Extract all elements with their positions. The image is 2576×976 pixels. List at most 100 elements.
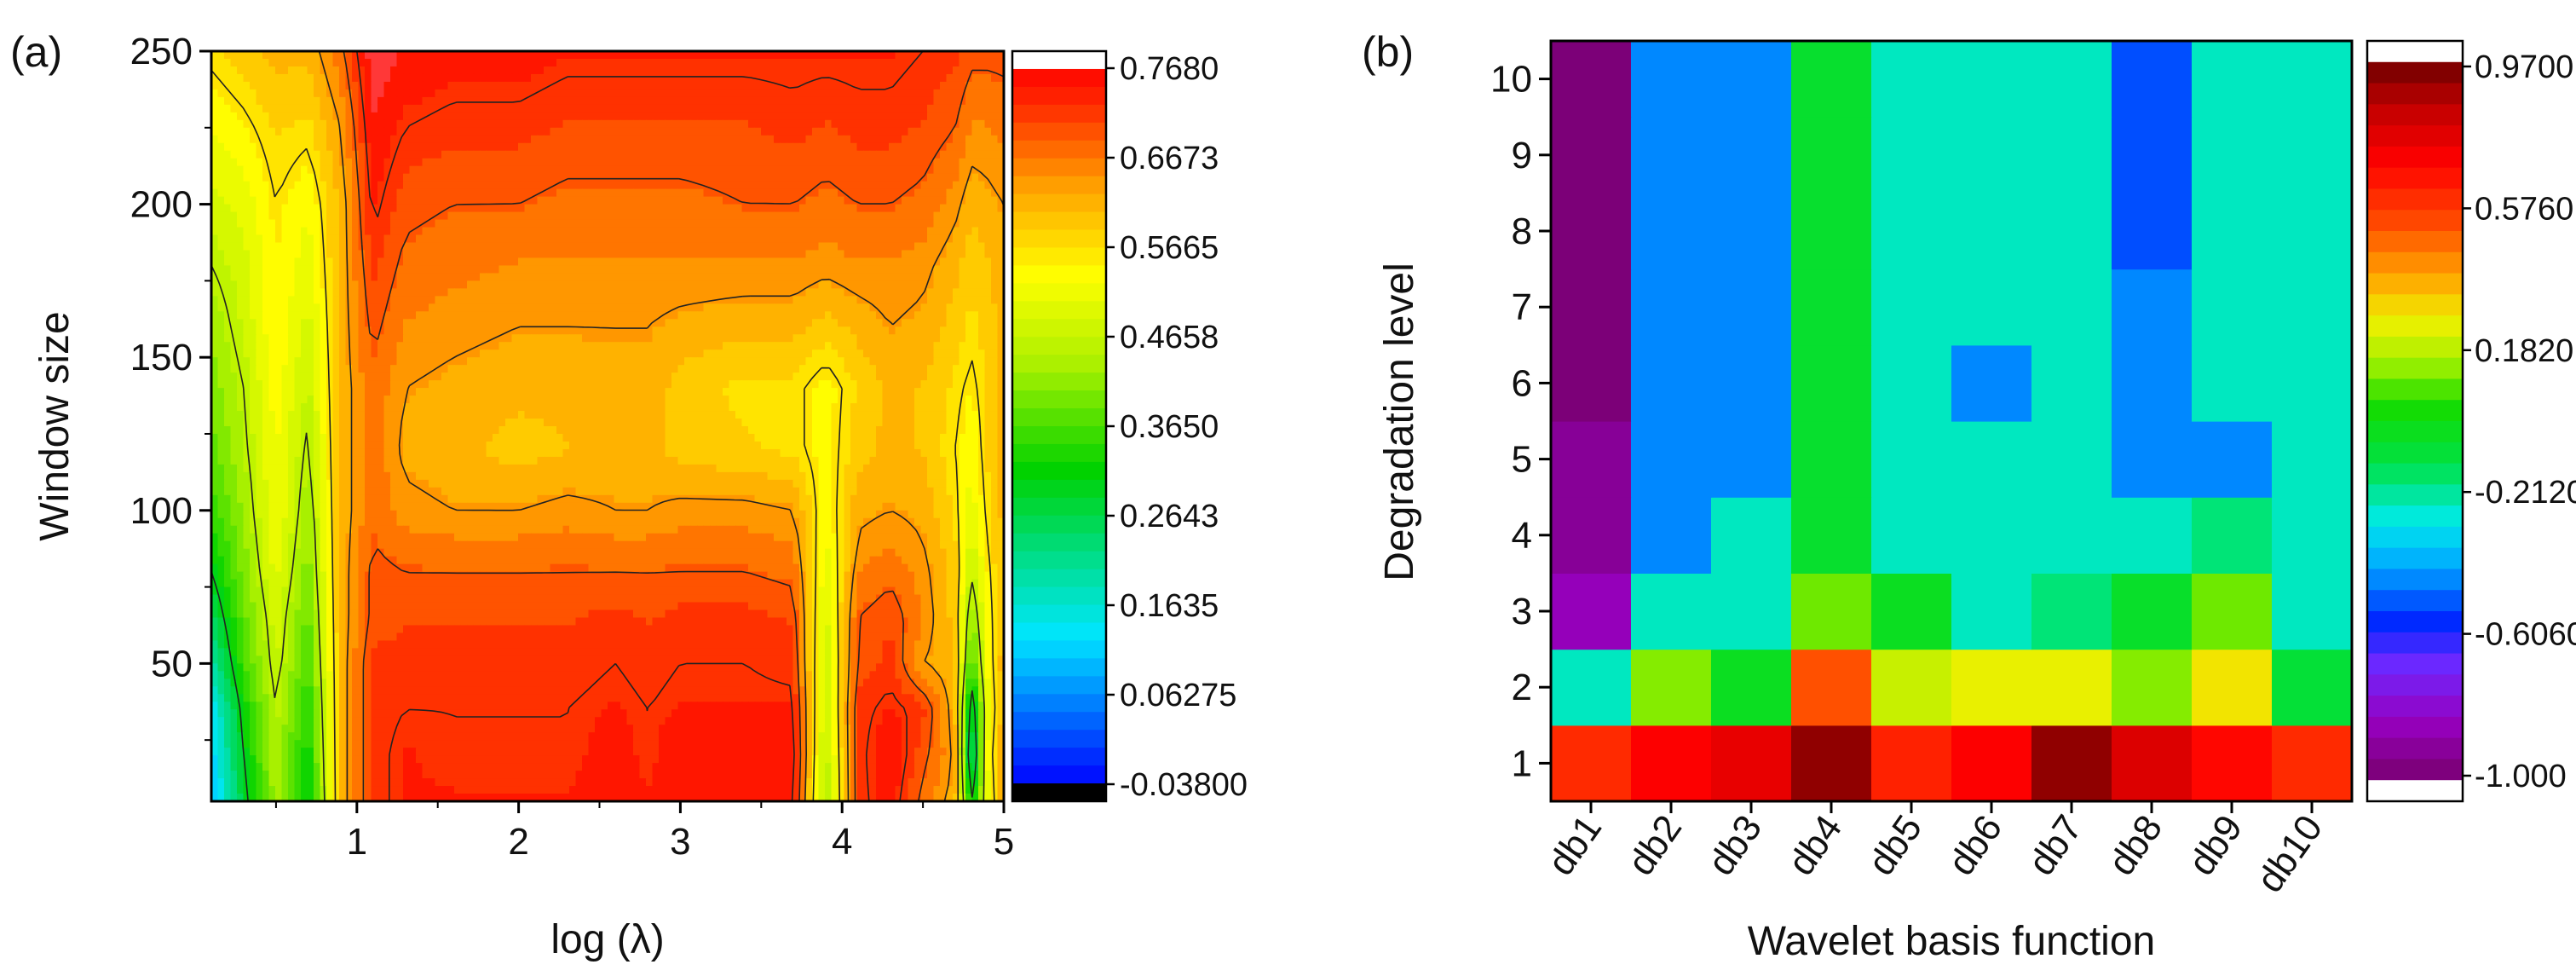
contour-cell — [984, 150, 992, 159]
contour-cell — [281, 288, 289, 297]
contour-cell — [416, 196, 424, 205]
contour-cell — [250, 219, 257, 228]
contour-cell — [250, 181, 257, 190]
contour-cell — [876, 104, 884, 113]
contour-cell — [953, 181, 960, 190]
contour-cell — [997, 135, 1004, 144]
contour-cell — [345, 280, 353, 290]
contour-cell — [940, 104, 948, 113]
contour-cell — [902, 250, 909, 259]
contour-cell — [371, 250, 378, 259]
contour-cell — [390, 319, 398, 327]
contour-cell — [838, 242, 845, 251]
contour-cell — [250, 204, 257, 213]
contour-cell — [869, 319, 877, 327]
contour-cell — [838, 250, 845, 259]
contour-cell — [505, 211, 513, 221]
contour-cell — [550, 173, 557, 182]
contour-cell — [761, 96, 769, 106]
contour-cell — [454, 51, 462, 60]
contour-cell — [595, 311, 602, 320]
contour-cell — [339, 96, 347, 106]
contour-cell — [684, 89, 692, 98]
contour-cell — [339, 104, 347, 113]
contour-cell — [473, 273, 481, 282]
contour-cell — [665, 196, 672, 205]
contour-cell — [601, 96, 608, 106]
contour-cell — [268, 242, 276, 251]
contour-cell — [416, 265, 424, 274]
contour-cell — [409, 142, 417, 152]
contour-cell — [505, 96, 513, 106]
contour-cell — [838, 104, 845, 113]
contour-cell — [671, 250, 679, 259]
contour-cell — [544, 135, 551, 144]
contour-cell — [953, 135, 960, 144]
contour-cell — [978, 58, 986, 67]
contour-cell — [429, 73, 436, 83]
contour-cell — [984, 181, 992, 190]
contour-cell — [723, 227, 730, 236]
contour-cell — [902, 58, 909, 67]
contour-cell — [441, 227, 449, 236]
contour-cell — [626, 211, 634, 221]
contour-cell — [377, 51, 385, 60]
contour-cell — [831, 296, 838, 305]
contour-cell — [902, 135, 909, 144]
contour-cell — [262, 242, 270, 251]
contour-cell — [429, 349, 436, 358]
contour-cell — [971, 51, 979, 60]
contour-cell — [677, 119, 685, 129]
contour-cell — [620, 234, 628, 244]
contour-cell — [511, 135, 519, 144]
contour-cell — [735, 51, 743, 60]
contour-cell — [608, 173, 615, 182]
contour-cell — [831, 242, 838, 251]
contour-cell — [971, 165, 979, 175]
contour-cell — [620, 96, 628, 106]
contour-cell — [838, 204, 845, 213]
contour-cell — [754, 58, 762, 67]
contour-cell — [959, 89, 966, 98]
contour-cell — [480, 188, 487, 198]
contour-cell — [754, 288, 762, 297]
contour-cell — [403, 219, 411, 228]
contour-cell — [614, 89, 621, 98]
contour-cell — [307, 89, 314, 98]
contour-cell — [250, 196, 257, 205]
contour-cell — [748, 89, 756, 98]
contour-cell — [550, 250, 557, 259]
contour-cell — [358, 73, 366, 83]
contour-cell — [275, 135, 283, 144]
contour-cell — [933, 150, 941, 159]
contour-cell — [978, 89, 986, 98]
contour-cell — [332, 181, 340, 190]
contour-cell — [716, 158, 723, 167]
contour-cell — [588, 296, 596, 305]
contour-cell — [895, 73, 902, 83]
contour-cell — [774, 58, 781, 67]
contour-cell — [761, 158, 769, 167]
contour-cell — [480, 135, 487, 144]
contour-cell — [345, 257, 353, 267]
contour-cell — [480, 142, 487, 152]
contour-cell — [262, 104, 270, 113]
contour-cell — [914, 165, 922, 175]
contour-cell — [767, 51, 775, 60]
contour-cell — [332, 280, 340, 290]
contour-cell — [371, 96, 378, 106]
contour-cell — [390, 119, 398, 129]
contour-cell — [889, 219, 896, 228]
contour-cell — [224, 250, 232, 259]
contour-cell — [569, 349, 577, 358]
contour-cell — [473, 349, 481, 358]
contour-cell — [965, 288, 973, 297]
contour-cell — [601, 280, 608, 290]
contour-cell — [965, 135, 973, 144]
contour-cell — [933, 250, 941, 259]
contour-cell — [365, 211, 372, 221]
contour-cell — [927, 119, 935, 129]
contour-cell — [825, 66, 833, 75]
contour-cell — [281, 158, 289, 167]
contour-cell — [383, 257, 391, 267]
